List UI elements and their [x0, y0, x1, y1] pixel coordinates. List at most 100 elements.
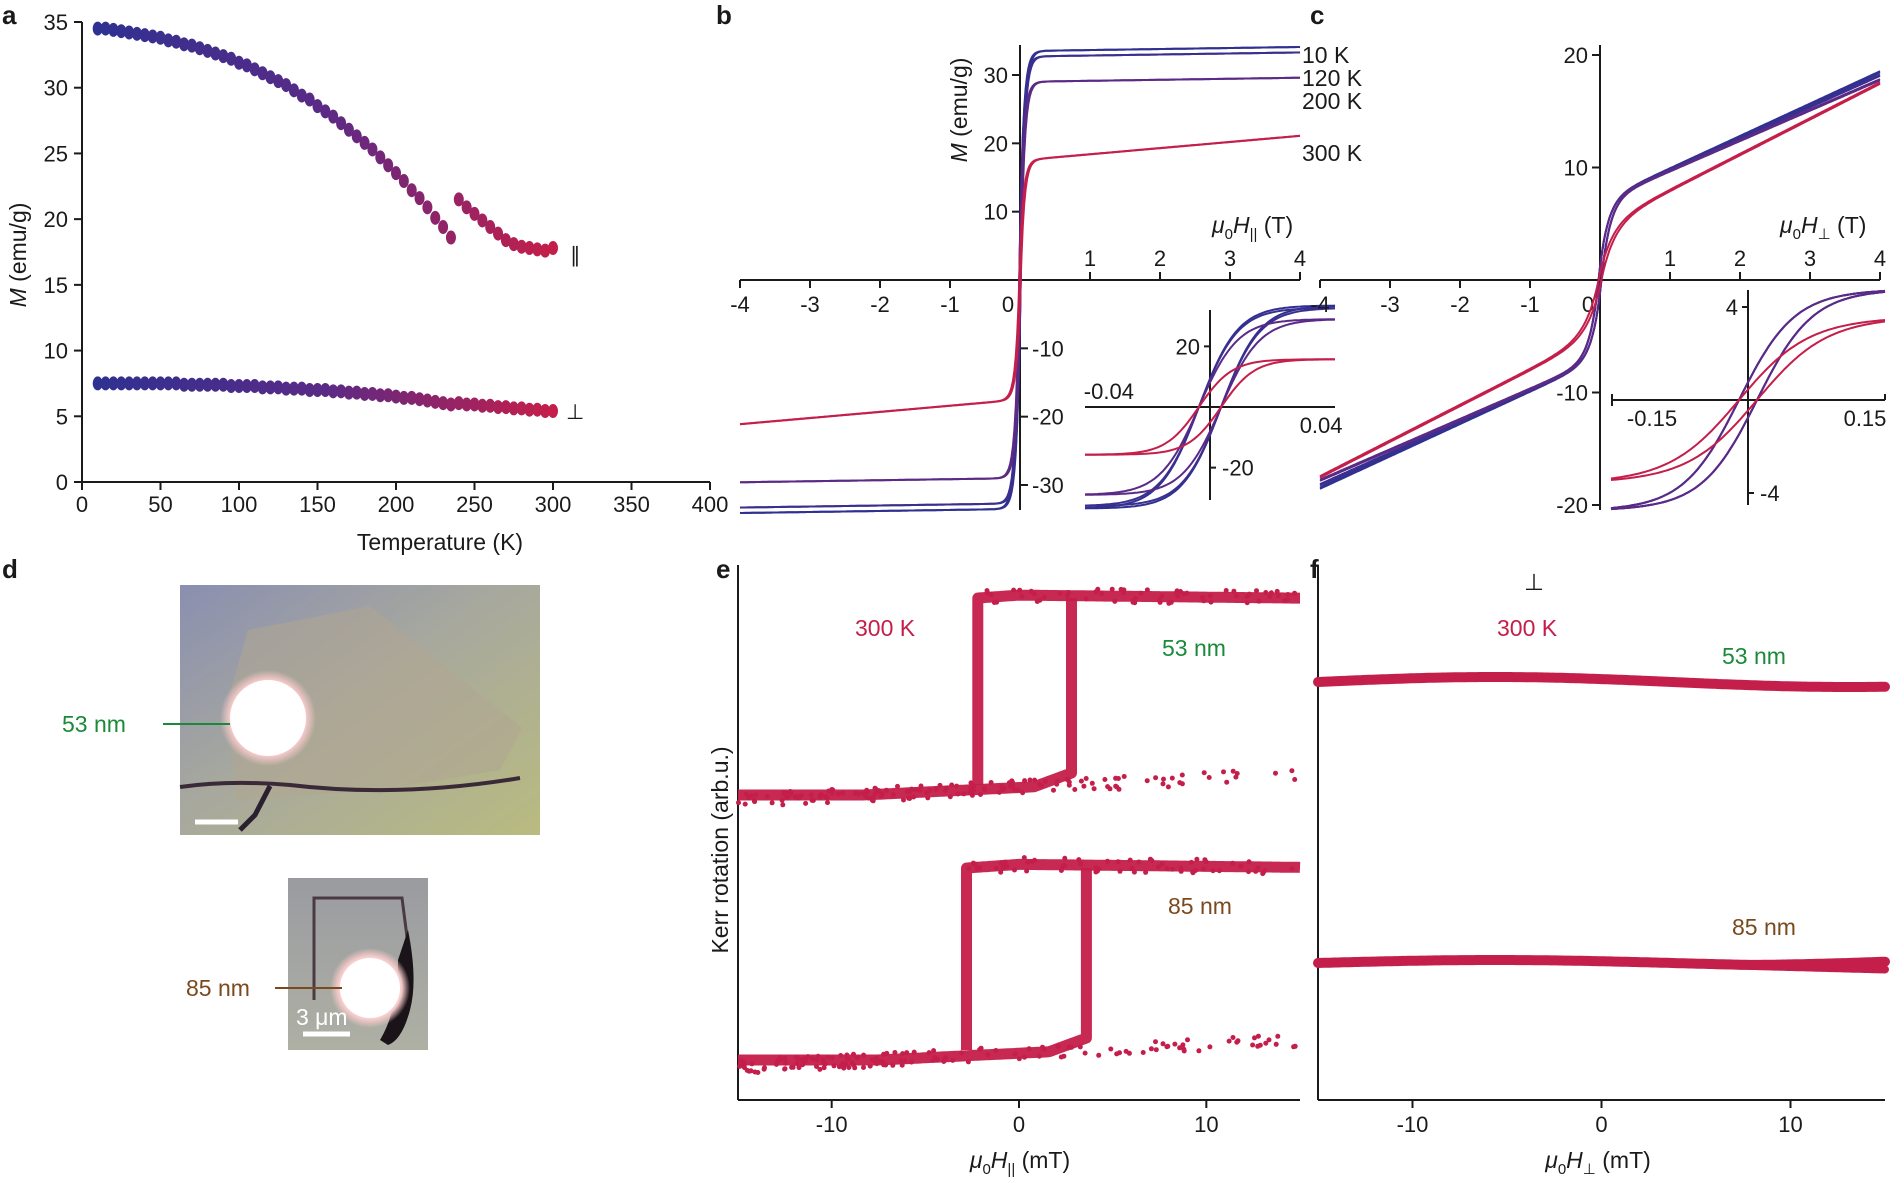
chart-e-loop-85nm-point — [1188, 859, 1194, 865]
chart-e-loop-53nm-point — [1284, 597, 1290, 603]
chart-e-loop-85nm-point — [1255, 865, 1261, 871]
chart-a-point-parallel — [304, 92, 315, 107]
chart-e-loop-85nm-point — [773, 1061, 779, 1067]
chart-e-loop-53nm-point — [955, 791, 961, 797]
chart-e-loop-85nm-point — [909, 1059, 914, 1065]
chart-e-loop-53nm-point — [1161, 776, 1166, 782]
chart-e-ylabel: Kerr rotation (arb.u.) — [707, 746, 733, 953]
chart-a-point-perpendicular — [383, 388, 394, 403]
chart-e-loop-53nm-point — [1292, 590, 1298, 596]
chart-a-ytick-label: 35 — [44, 10, 68, 35]
chart-a-point-parallel — [398, 174, 409, 189]
chart-a-point-perpendicular — [265, 380, 276, 395]
chart-e-loop-85nm-point — [744, 1067, 750, 1073]
chart-c-inset-xtick-label: -0.15 — [1627, 406, 1677, 431]
chart-e-loop-53nm-point — [913, 787, 918, 793]
chart-a-point-parallel — [108, 22, 119, 37]
chart-a-label-perp: ⊥ — [566, 401, 584, 424]
chart-e-loop-53nm-point — [901, 797, 906, 803]
chart-e-loop-85nm-point — [898, 1058, 904, 1064]
chart-e-loop-53nm-point — [1051, 787, 1056, 793]
chart-e-loop-85nm-point — [911, 1049, 917, 1055]
chart-e-loop-85nm-point — [831, 1063, 837, 1069]
chart-e-loop-85nm-point — [1026, 1046, 1032, 1052]
chart-e-loop-53nm-point — [927, 787, 933, 793]
chart-e-loop-85nm-point — [1160, 1041, 1166, 1047]
chart-e-loop-85nm-point — [1131, 869, 1137, 875]
chart-e-loop-53nm-point — [1042, 778, 1048, 784]
chart-e-loop-53nm-point — [1032, 777, 1038, 783]
chart-e-loop-85nm-point — [1129, 865, 1135, 871]
panel-label-f: f — [1310, 554, 1319, 584]
chart-e-loop-85nm-point — [1040, 1044, 1045, 1050]
chart-e-loop-85nm-point — [931, 1048, 937, 1054]
chart-a-point-perpendicular — [92, 376, 103, 391]
chart-e-loop-85nm-point — [1289, 866, 1295, 872]
chart-a-point-perpendicular — [328, 384, 339, 399]
chart-a-point-parallel — [430, 210, 441, 225]
chart-e-loop-85nm-point — [1185, 1037, 1190, 1043]
chart-e-loop-53nm-point — [918, 783, 924, 789]
chart-c-inset-xtick-label: 0.15 — [1844, 406, 1887, 431]
chart-e-loop-85nm-point — [1058, 868, 1064, 873]
chart-a-point-perpendicular — [343, 385, 354, 400]
chart-a-point-perpendicular — [540, 404, 551, 419]
panel-label-d: d — [2, 554, 18, 584]
chart-e-loop-85nm-point — [1126, 1050, 1132, 1056]
panel-label-e: e — [716, 554, 730, 584]
chart-e-loop-85nm-point — [890, 1062, 896, 1068]
chart-a-point-parallel — [469, 206, 480, 221]
chart-e-loop-53nm-point — [1019, 593, 1025, 599]
chart-a-ytick-label: 25 — [44, 141, 68, 166]
chart-e-loop-85nm-point — [821, 1065, 827, 1071]
chart-e-temp: 300 K — [855, 615, 916, 641]
chart-e-loop-53nm-point — [1206, 775, 1212, 780]
chart-e-loop-53nm-point — [968, 785, 974, 791]
chart-a-point-parallel — [445, 230, 456, 245]
chart-a-point-parallel — [500, 233, 511, 248]
chart-e-loop-85nm-point — [1196, 1048, 1202, 1054]
chart-e-loop-53nm-point — [978, 792, 983, 797]
chart-e-loop-85nm-point — [1094, 868, 1100, 874]
chart-c-xtick-label: 2 — [1734, 246, 1746, 271]
chart-e-loop-85nm-point — [1058, 1054, 1064, 1060]
chart-e-loop-53nm-point — [1207, 593, 1213, 599]
chart-a-point-parallel — [249, 62, 260, 77]
chart-e-loop-53nm-point — [1144, 778, 1150, 784]
chart-e-loop-85nm-point — [1025, 859, 1031, 865]
chart-a-label-parallel: ∥ — [570, 244, 581, 267]
chart-b-xtick-label: 4 — [1294, 246, 1306, 271]
chart-e-loop-53nm-point — [1160, 781, 1166, 787]
chart-e-loop-85nm-point — [740, 1059, 746, 1065]
chart-a-point-parallel — [320, 104, 331, 119]
chart-f-xtick-label: -10 — [1397, 1112, 1429, 1137]
chart-c-xtick-label: 3 — [1804, 246, 1816, 271]
chart-e-loop-53nm-point — [1223, 588, 1229, 593]
chart-e-loop-85nm-point — [790, 1064, 796, 1070]
chart-f-label-53: 53 nm — [1722, 643, 1786, 669]
chart-a-point-perpendicular — [249, 379, 260, 394]
chart-a-point-perpendicular — [493, 400, 504, 415]
chart-e-loop-53nm-point — [1231, 588, 1237, 594]
chart-b-inset-ytick-label: 20 — [1176, 334, 1200, 359]
chart-a: 0 50 100 150 200 250 300 350 400 0 5 10 15 20 25 30 35 T… — [5, 10, 728, 555]
chart-b-xtick-label: 0 — [1002, 292, 1014, 317]
chart-b-inset-curve-120K — [1084, 307, 1335, 507]
chart-e-loop-85nm-point — [783, 1060, 788, 1066]
chart-e-loop-85nm-point — [817, 1066, 823, 1072]
chart-f-temp: 300 K — [1497, 615, 1558, 641]
chart-a-point-perpendicular — [304, 383, 315, 397]
chart-e-loop-53nm-point — [1081, 783, 1087, 789]
chart-c-ytick-label: 10 — [1564, 156, 1588, 181]
chart-e-loop-85nm-point — [822, 1061, 828, 1067]
chart-c-curve-300K — [1319, 82, 1881, 479]
chart-c-inset-curve-200K — [1610, 289, 1886, 510]
chart-a-point-parallel — [516, 239, 527, 254]
chart-e-loop-53nm-point — [823, 794, 829, 800]
chart-e-loop-85nm-lower — [734, 868, 1092, 1066]
chart-f-orientation: ⊥ — [1524, 569, 1544, 595]
